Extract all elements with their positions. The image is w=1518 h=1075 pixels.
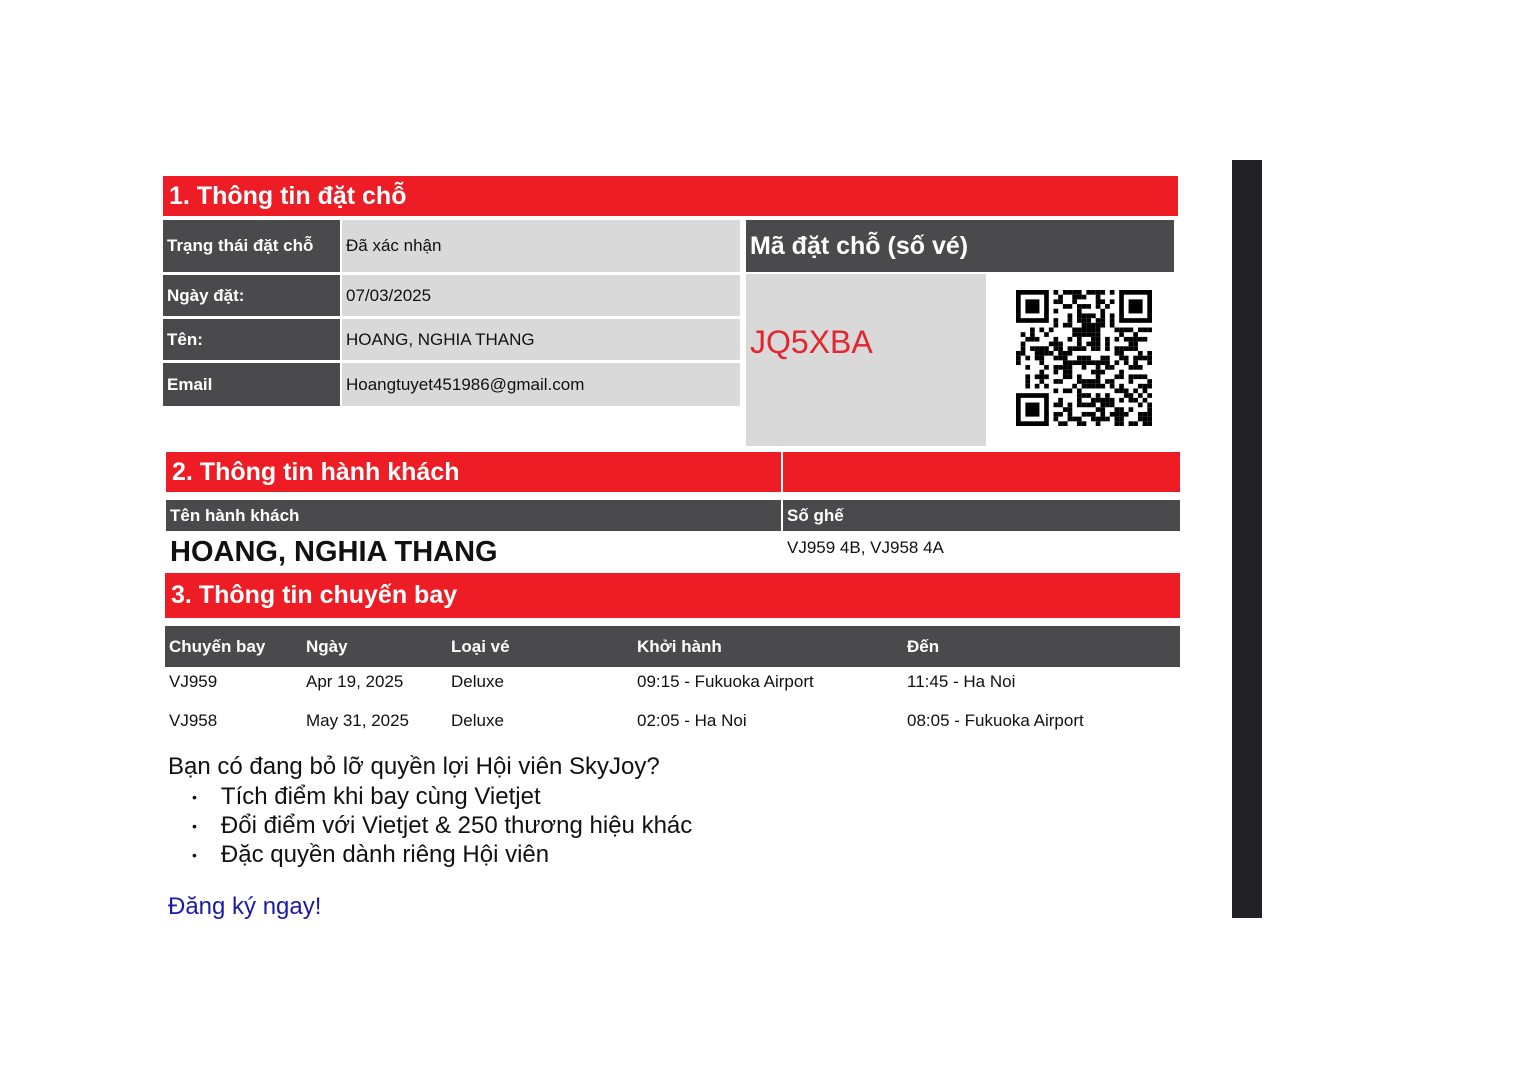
status-label: Trạng thái đặt chỗ [163, 220, 340, 272]
promo-question: Bạn có đang bỏ lỡ quyền lợi Hội viên Sky… [168, 753, 660, 780]
promo-bullets: • Tích điểm khi bay cùng Vietjet • Đổi điể… [192, 782, 692, 869]
flight-row: VJ959 Apr 19, 2025 Deluxe 09:15 - Fukuok… [165, 670, 1180, 700]
booking-date-value: 07/03/2025 [342, 275, 740, 316]
seat-header: Số ghế [783, 500, 1180, 531]
section2-header-right [783, 452, 1180, 492]
col-arrival: Đến [907, 636, 940, 656]
name-label: Tên: [163, 319, 340, 360]
passenger-name: HOANG, NGHIA THANG [170, 536, 498, 568]
dark-side-bar [1232, 160, 1262, 918]
promo-bullet: • Tích điểm khi bay cùng Vietjet [192, 782, 692, 811]
bullet-text: Đặc quyền dành riêng Hội viên [220, 840, 550, 868]
booking-code-box: JQ5XBA [746, 274, 986, 446]
fare-type: Deluxe [451, 672, 504, 691]
passenger-name-header: Tên hành khách [166, 500, 781, 531]
promo-bullet: • Đặc quyền dành riêng Hội viên [192, 840, 692, 869]
booking-date-label: Ngày đặt: [163, 275, 340, 316]
register-link-clip: Đăng ký ngay! [168, 893, 321, 919]
booking-code-header: Mã đặt chỗ (số vé) [746, 220, 1174, 272]
section1-header: 1. Thông tin đặt chỗ [163, 176, 1178, 216]
register-link[interactable]: Đăng ký ngay! [168, 893, 322, 919]
col-fare: Loại vé [451, 636, 510, 656]
col-flight: Chuyến bay [169, 636, 266, 656]
flight-number: VJ959 [169, 672, 218, 691]
flight-table-header: Chuyến bay Ngày Loại vé Khởi hành Đến [165, 626, 1180, 667]
seats-value: VJ959 4B, VJ958 4A [787, 538, 944, 557]
status-value: Đã xác nhận [342, 220, 740, 272]
col-date: Ngày [306, 636, 348, 656]
flight-row: VJ958 May 31, 2025 Deluxe 02:05 - Ha Noi… [165, 709, 1180, 739]
departure: 09:15 - Fukuoka Airport [637, 672, 814, 691]
flight-date: May 31, 2025 [306, 711, 410, 730]
arrival: 11:45 - Ha Noi [907, 672, 1016, 691]
bullet-text: Tích điểm khi bay cùng Vietjet [220, 782, 541, 810]
booking-code: JQ5XBA [750, 324, 873, 360]
flight-date: Apr 19, 2025 [306, 672, 404, 691]
flight-number: VJ958 [169, 711, 218, 730]
fare-type: Deluxe [451, 711, 504, 730]
col-departure: Khởi hành [637, 636, 722, 656]
bullet-icon: • [192, 788, 197, 805]
bullet-icon: • [192, 817, 197, 834]
departure: 02:05 - Ha Noi [637, 711, 747, 730]
section2-header: 2. Thông tin hành khách [166, 452, 781, 492]
bullet-icon: • [192, 846, 197, 863]
email-value: Hoangtuyet451986@gmail.com [342, 363, 740, 406]
arrival: 08:05 - Fukuoka Airport [907, 711, 1084, 730]
qr-code-icon [1016, 290, 1152, 426]
section3-header: 3. Thông tin chuyến bay [165, 573, 1180, 618]
name-value: HOANG, NGHIA THANG [342, 319, 740, 360]
bullet-text: Đổi điểm với Vietjet & 250 thương hiệu k… [220, 811, 693, 839]
promo-bullet: • Đổi điểm với Vietjet & 250 thương hiệu … [192, 811, 692, 840]
email-label: Email [163, 363, 340, 406]
